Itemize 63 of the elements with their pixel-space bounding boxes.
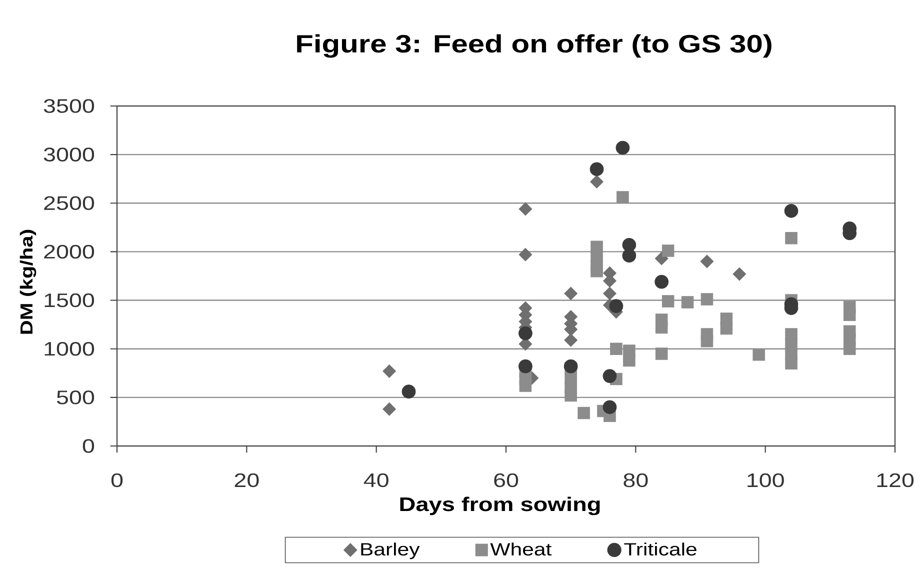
point (518, 202, 532, 216)
point (402, 384, 416, 399)
point (655, 321, 668, 334)
point (662, 244, 674, 257)
point (616, 191, 629, 204)
point (662, 295, 674, 308)
y-tick-label: 500 (56, 390, 94, 404)
y-tick-label: 3000 (44, 148, 94, 162)
point (622, 248, 636, 263)
y-axis-title: DM (kg/ha) (20, 230, 36, 334)
point (564, 286, 578, 300)
point (700, 334, 714, 348)
point (655, 348, 668, 360)
point (843, 308, 856, 321)
point (564, 389, 577, 402)
point (654, 274, 669, 289)
point (720, 322, 733, 335)
x-tick-label: 20 (234, 473, 259, 488)
y-tick-label: 3500 (44, 99, 94, 113)
x-tick-label: 40 (364, 473, 388, 488)
x-tick-label: 60 (494, 473, 518, 488)
y-tick-label: 1000 (44, 342, 94, 356)
point (578, 406, 590, 420)
x-tick-label: 120 (877, 473, 914, 488)
y-tick-label: 2000 (44, 244, 94, 259)
x-axis-title: Days from sowing (400, 496, 600, 516)
point (785, 232, 798, 244)
chart-title: Figure 3: Feed on offer (to GS 30) (297, 34, 772, 58)
point (732, 267, 746, 281)
legend-label: Wheat (490, 542, 552, 556)
point (785, 357, 798, 370)
point (564, 359, 578, 374)
x-tick-label: 80 (624, 473, 648, 488)
point (518, 326, 532, 340)
y-tick-label: 0 (82, 439, 94, 453)
point (602, 400, 617, 414)
x-tick-label: 0 (111, 473, 123, 488)
point (602, 369, 617, 383)
y-tick-label: 2500 (44, 196, 94, 210)
legend-label: Barley (361, 542, 420, 560)
point (752, 348, 765, 361)
point (564, 333, 578, 347)
point (843, 342, 856, 355)
point (518, 359, 532, 374)
point (681, 296, 694, 308)
y-tick-label: 1500 (44, 293, 94, 308)
x-tick-label: 100 (748, 473, 784, 488)
point (518, 248, 532, 262)
point (382, 364, 396, 378)
point (700, 254, 714, 268)
point (590, 264, 603, 278)
point (519, 380, 532, 392)
point (616, 140, 630, 155)
point (609, 299, 624, 314)
point (590, 175, 604, 188)
point (784, 204, 798, 218)
point (700, 293, 714, 306)
point (603, 286, 616, 300)
legend-label: Triticale (624, 542, 696, 556)
point (610, 342, 622, 355)
point (623, 354, 636, 367)
point (590, 162, 604, 176)
point (382, 402, 396, 416)
